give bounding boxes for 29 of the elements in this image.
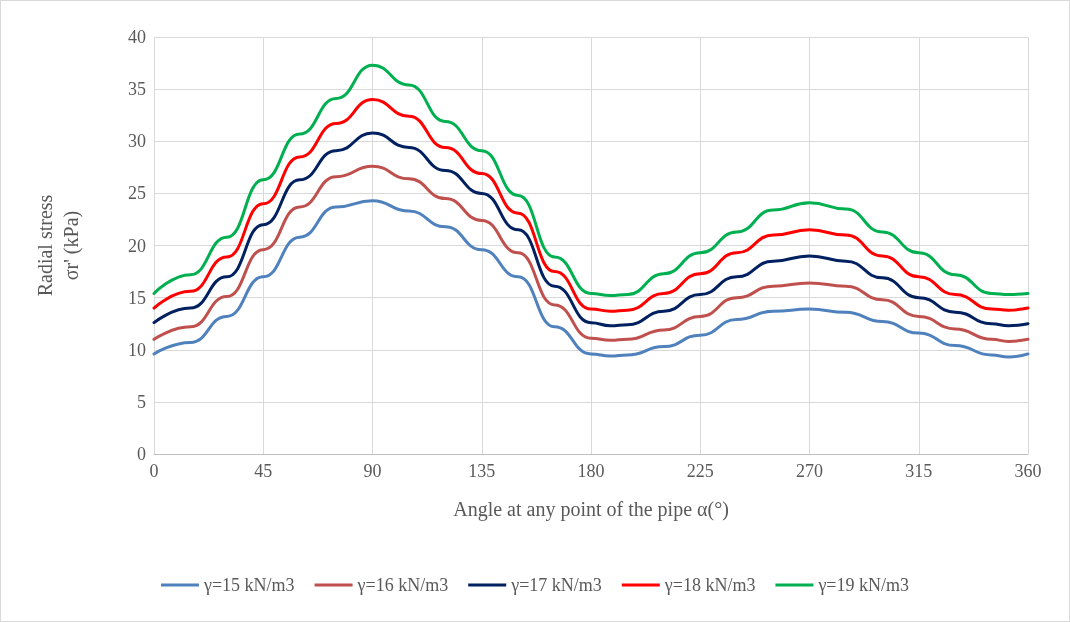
x-tick-label: 360 — [1014, 461, 1042, 481]
line-series — [152, 199, 1030, 359]
legend-label: γ=16 kN/m3 — [356, 575, 449, 595]
x-tick-label: 90 — [363, 461, 382, 481]
y-tick-label: 10 — [128, 339, 146, 360]
y-tick-label: 0 — [137, 444, 146, 464]
x-tick-label: 315 — [905, 461, 933, 481]
y-tick-label: 25 — [128, 183, 146, 204]
line-series — [152, 131, 1030, 328]
legend-label: γ=19 kN/m3 — [817, 575, 910, 595]
y-tick-label: 20 — [128, 235, 146, 256]
legend-label: γ=15 kN/m3 — [202, 575, 295, 595]
y-tick-label: 30 — [128, 131, 146, 152]
line-series — [152, 98, 1030, 313]
x-tick-label: 135 — [468, 461, 496, 481]
x-axis-title: Angle at any point of the pipe α(°) — [453, 498, 729, 521]
x-tick-label: 270 — [796, 461, 823, 481]
line-series — [152, 164, 1030, 343]
y-tick-label: 35 — [128, 79, 146, 100]
legend-label: γ=18 kN/m3 — [663, 575, 756, 595]
y-tick-label: 40 — [128, 27, 146, 47]
y-tick-label: 15 — [128, 287, 146, 308]
y-axis-title: Radial stress σr' (kPa) — [34, 194, 83, 297]
legend-label: γ=17 kN/m3 — [510, 575, 602, 595]
x-tick-label: 225 — [686, 461, 714, 481]
x-tick-label: 180 — [577, 461, 605, 481]
line-series — [152, 63, 1030, 298]
x-tick-label: 45 — [254, 461, 273, 481]
y-tick-label: 5 — [137, 391, 146, 412]
